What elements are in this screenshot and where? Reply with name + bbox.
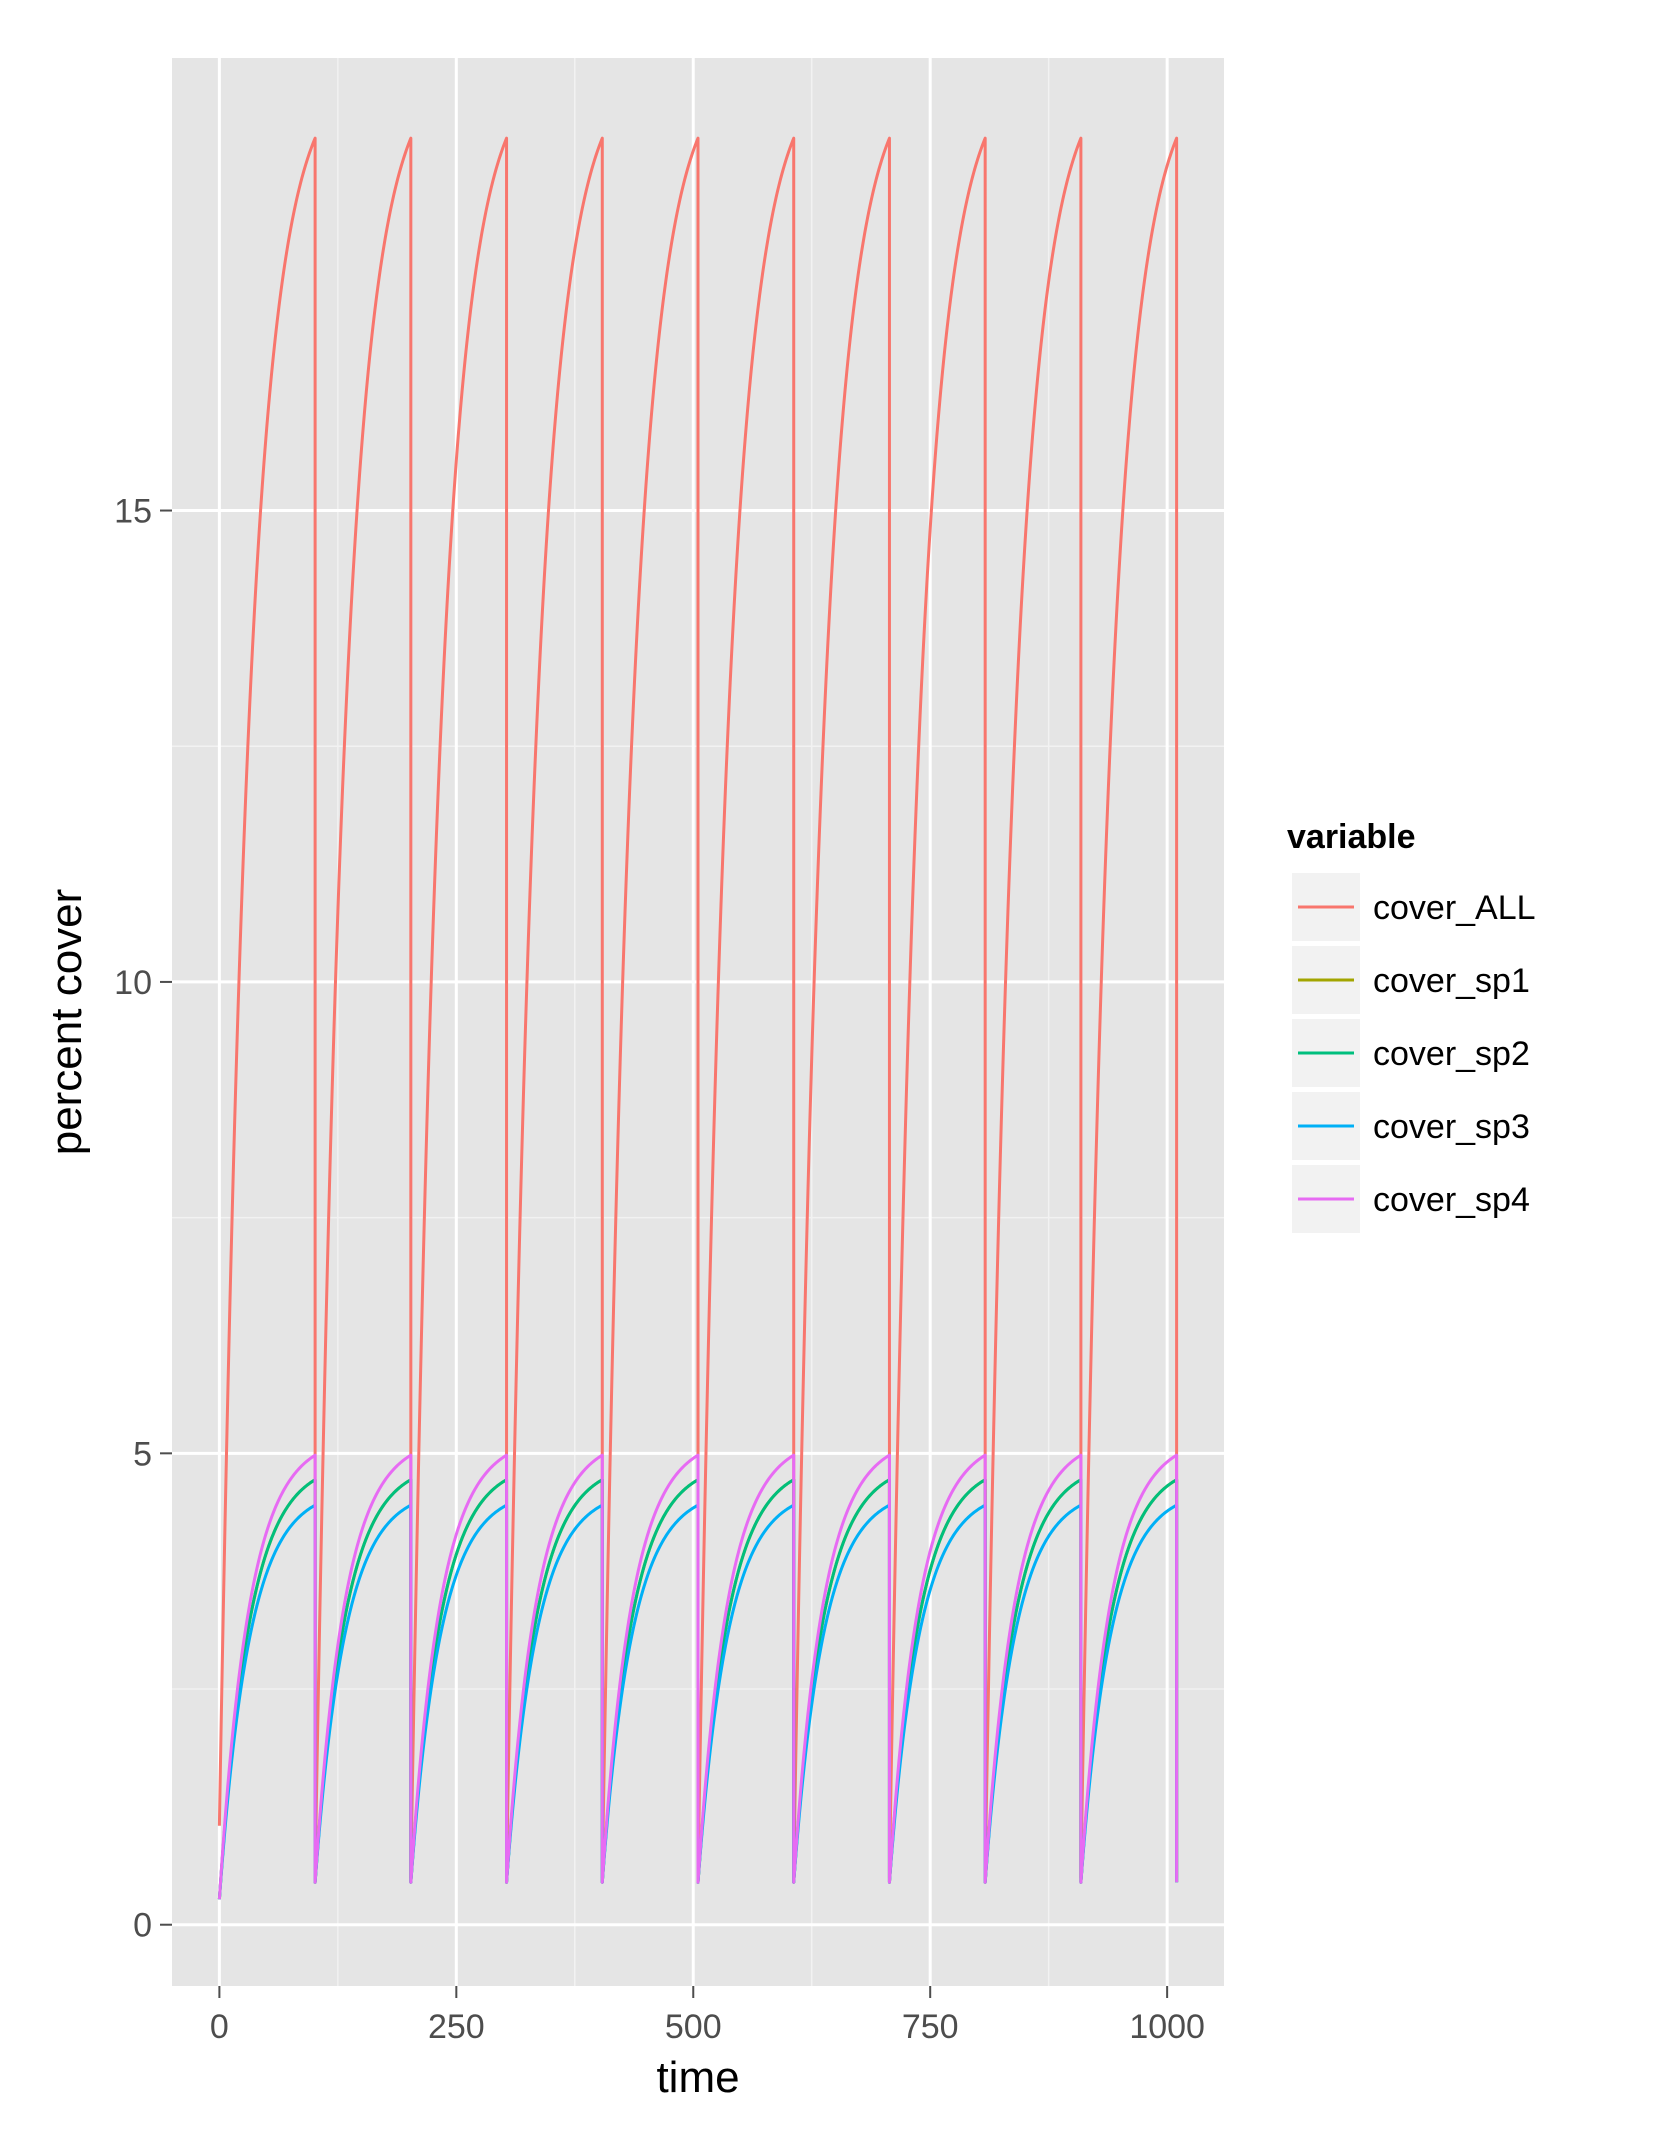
legend-label: cover_sp2 bbox=[1373, 1035, 1530, 1073]
x-axis-title: time bbox=[656, 2053, 739, 2102]
x-tick-label: 500 bbox=[665, 2008, 722, 2046]
legend-title: variable bbox=[1287, 818, 1416, 856]
legend-label: cover_sp3 bbox=[1373, 1108, 1530, 1146]
legend-label: cover_sp1 bbox=[1373, 962, 1530, 1000]
legend: variable cover_ALL cover_sp1 cover_sp2cove… bbox=[1287, 818, 1536, 1233]
y-tick-label: 5 bbox=[133, 1435, 152, 1473]
x-tick-label: 1000 bbox=[1129, 2008, 1205, 2046]
y-tick-label: 0 bbox=[133, 1907, 152, 1945]
series-layer bbox=[217, 136, 1179, 1900]
legend-label: cover_ALL bbox=[1373, 889, 1536, 927]
x-axis: 0 250 500 750 1000 bbox=[210, 1986, 1205, 2046]
y-axis: 0 5 10 15 bbox=[114, 493, 172, 1945]
x-tick-label: 250 bbox=[428, 2008, 485, 2046]
legend-label: cover_sp4 bbox=[1373, 1181, 1530, 1219]
y-tick-label: 15 bbox=[114, 493, 152, 531]
series-line-cover-sp4 bbox=[217, 1453, 1179, 1900]
y-axis-title: percent cover bbox=[42, 889, 91, 1156]
y-tick-label: 10 bbox=[114, 964, 152, 1002]
x-tick-label: 750 bbox=[902, 2008, 959, 2046]
x-tick-label: 0 bbox=[210, 2008, 229, 2046]
